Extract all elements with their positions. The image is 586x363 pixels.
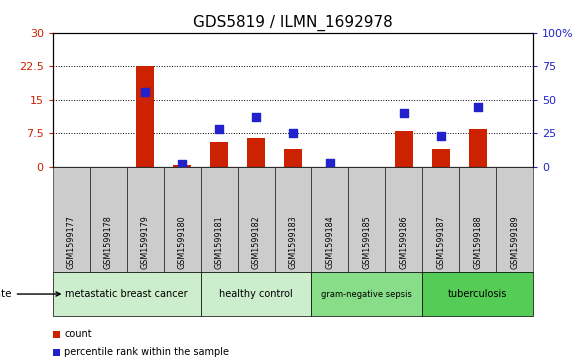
Bar (237, 167, 274, 272)
Bar (163, 167, 200, 272)
Bar (432, 149, 450, 167)
Text: GSM1599182: GSM1599182 (251, 215, 261, 269)
Bar (200, 167, 237, 272)
Point (399, 110, 408, 116)
Point (178, 162, 187, 167)
Bar (127, 167, 163, 272)
Bar (312, 272, 423, 316)
Point (251, 114, 261, 120)
Bar (53, 272, 200, 316)
Text: GSM1599179: GSM1599179 (141, 215, 149, 269)
Point (325, 160, 335, 166)
Text: GSM1599183: GSM1599183 (288, 215, 298, 269)
Text: GSM1599186: GSM1599186 (400, 215, 408, 269)
Title: GDS5819 / ILMN_1692978: GDS5819 / ILMN_1692978 (193, 15, 393, 31)
Text: tuberculosis: tuberculosis (448, 289, 507, 299)
Bar (312, 167, 349, 272)
Text: GSM1599185: GSM1599185 (362, 215, 372, 269)
Text: GSM1599178: GSM1599178 (104, 215, 113, 269)
Bar (469, 129, 487, 167)
Text: GSM1599184: GSM1599184 (325, 215, 335, 269)
Bar (284, 149, 302, 167)
Point (288, 130, 298, 136)
Bar (53, 349, 60, 356)
Text: disease state: disease state (0, 289, 60, 299)
Bar (496, 167, 533, 272)
Text: metastatic breast cancer: metastatic breast cancer (66, 289, 188, 299)
Bar (349, 167, 386, 272)
Bar (210, 142, 229, 167)
Bar (459, 167, 496, 272)
Bar (136, 66, 154, 167)
Text: GSM1599181: GSM1599181 (214, 215, 224, 269)
Text: GSM1599189: GSM1599189 (510, 215, 519, 269)
Text: GSM1599188: GSM1599188 (473, 215, 482, 269)
Bar (247, 138, 265, 167)
Bar (386, 167, 423, 272)
Text: GSM1599187: GSM1599187 (437, 215, 445, 269)
Point (141, 89, 150, 95)
Text: gram-negative sepsis: gram-negative sepsis (322, 290, 413, 298)
Bar (53, 167, 90, 272)
Text: GSM1599177: GSM1599177 (67, 215, 76, 269)
Bar (200, 272, 312, 316)
Text: GSM1599180: GSM1599180 (178, 215, 186, 269)
Text: percentile rank within the sample: percentile rank within the sample (64, 347, 230, 357)
Bar (53, 331, 60, 338)
Point (473, 104, 482, 110)
Point (214, 126, 224, 132)
Bar (173, 165, 192, 167)
Text: count: count (64, 329, 92, 339)
Text: healthy control: healthy control (219, 289, 293, 299)
Bar (274, 167, 312, 272)
Bar (423, 272, 533, 316)
Point (436, 133, 445, 139)
Bar (90, 167, 127, 272)
Bar (394, 131, 413, 167)
Bar (423, 167, 459, 272)
